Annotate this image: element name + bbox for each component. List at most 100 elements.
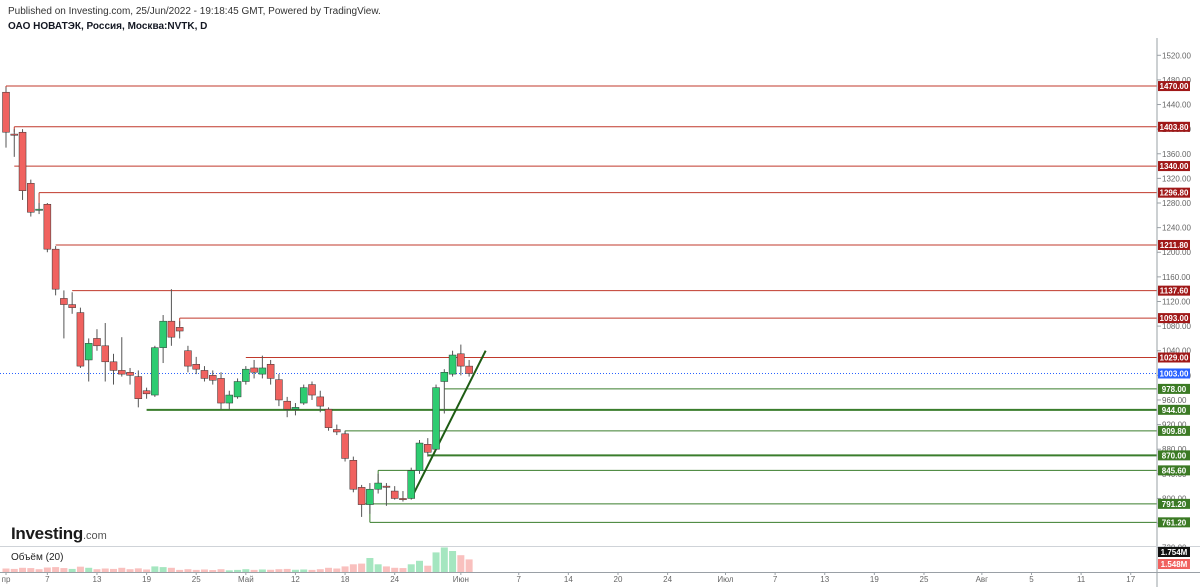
candle-down — [68, 304, 76, 308]
volume-bar — [134, 568, 142, 572]
volume-bar — [242, 569, 250, 572]
volume-bar — [19, 567, 27, 572]
volume-bar — [291, 569, 299, 572]
candle-up — [374, 482, 382, 490]
volume-bar — [167, 567, 175, 572]
x-tick-label: Май — [238, 575, 254, 584]
resistance-tag — [1158, 313, 1190, 324]
volume-label: Объём (20) — [11, 552, 64, 563]
volume-bar — [300, 569, 308, 572]
x-tick-label: 11 — [1077, 575, 1086, 584]
volume-bar — [341, 566, 349, 572]
candle-down — [10, 133, 19, 136]
candle-down — [209, 375, 217, 381]
x-tick-label: 24 — [663, 575, 672, 584]
volume-bar — [217, 569, 225, 572]
candle-up — [415, 442, 424, 471]
candle-down — [316, 396, 325, 407]
support-tag — [1158, 465, 1190, 476]
chart-title: ОАО НОВАТЭК, Россия, Москва:NVTK, D — [8, 21, 208, 32]
volume-bar — [366, 558, 374, 572]
volume-bar — [27, 568, 35, 572]
support-tag — [1158, 404, 1190, 415]
volume-bar — [76, 566, 84, 572]
candle-down — [18, 131, 27, 191]
candle-down — [76, 312, 85, 367]
resistance-tag-label: 1340.00 — [1160, 162, 1189, 171]
y-tick-label: 1080.00 — [1162, 322, 1191, 331]
x-tick-label: 24 — [390, 575, 399, 584]
x-tick-label: 14 — [564, 575, 573, 584]
volume-tag-low — [1158, 559, 1190, 569]
trend-line — [410, 350, 487, 499]
volume-bar — [465, 559, 473, 572]
resistance-tag — [1158, 121, 1190, 132]
volume-bar — [449, 551, 457, 572]
volume-bar — [349, 564, 357, 572]
volume-bar — [225, 570, 233, 572]
trend-line-group — [410, 350, 487, 499]
y-tick-label: 1480.00 — [1162, 76, 1191, 85]
y-tick-label: 920.00 — [1162, 421, 1187, 430]
y-tick-label: 1240.00 — [1162, 224, 1191, 233]
x-tick-label: пр — [2, 575, 11, 584]
x-tick-label: 19 — [870, 575, 879, 584]
candle-up — [448, 354, 457, 375]
x-tick-label: Июн — [453, 575, 469, 584]
x-tick-label: 13 — [93, 575, 102, 584]
y-tick-label: 960.00 — [1162, 396, 1187, 405]
volume-bar — [234, 569, 242, 572]
volume-bar — [184, 569, 192, 572]
candle-down — [51, 248, 60, 290]
candle-up — [299, 387, 308, 404]
candle-up — [151, 347, 159, 396]
x-tick-label: 12 — [291, 575, 300, 584]
publish-line: Published on Investing.com, 25/Jun/2022 … — [8, 6, 381, 17]
support-tag — [1158, 517, 1190, 528]
volume-bar — [391, 567, 399, 572]
volume-tag-low-label: 1.548M — [1161, 560, 1188, 569]
x-tick-label: 17 — [1126, 575, 1135, 584]
volume-bar — [60, 568, 68, 572]
volume-bar — [457, 555, 465, 572]
y-tick-label: 1160.00 — [1162, 273, 1191, 282]
y-tick-label: 1520.00 — [1162, 51, 1191, 60]
volume-bar — [159, 567, 167, 572]
x-tick-label: 25 — [920, 575, 929, 584]
y-tick-label: 1360.00 — [1162, 150, 1191, 159]
investing-logo[interactable]: Investing.com — [11, 524, 107, 544]
resistance-tag-label: 1137.60 — [1160, 287, 1189, 296]
volume-bar — [43, 567, 51, 572]
support-tag-label: 909.80 — [1162, 427, 1187, 436]
volume-bar — [52, 567, 60, 572]
y-tick-label: 880.00 — [1162, 445, 1187, 454]
x-tick-label: 20 — [614, 575, 623, 584]
volume-tag-high — [1158, 547, 1190, 557]
candle-down — [399, 498, 407, 500]
volume-bar — [258, 569, 266, 572]
volume-bar — [358, 563, 366, 572]
resistance-tag-label: 1403.80 — [1160, 123, 1189, 132]
volume-bar — [10, 568, 18, 572]
candle-down — [101, 345, 109, 363]
volume-bar — [68, 568, 76, 572]
volume-bar — [110, 568, 118, 572]
candle-down — [266, 364, 275, 379]
y-tick-label: 1440.00 — [1162, 101, 1191, 110]
volume-tag-high-label: 1.754M — [1161, 548, 1188, 557]
candle-down — [424, 444, 432, 453]
candle-down — [93, 338, 101, 347]
support-tag-label: 944.00 — [1162, 406, 1187, 415]
candle-down — [2, 91, 10, 133]
support-tag-label: 870.00 — [1162, 451, 1187, 460]
candles — [2, 87, 473, 517]
horizontal-levels — [0, 85, 1157, 523]
candle-up — [242, 368, 250, 382]
candle-down — [142, 390, 151, 395]
x-tick-label: 7 — [773, 575, 778, 584]
volume-bar — [440, 547, 448, 572]
last-price-tag-label: 1003.00 — [1160, 370, 1189, 379]
support-tag-label: 978.00 — [1162, 385, 1187, 394]
x-tick-label: 25 — [192, 575, 201, 584]
